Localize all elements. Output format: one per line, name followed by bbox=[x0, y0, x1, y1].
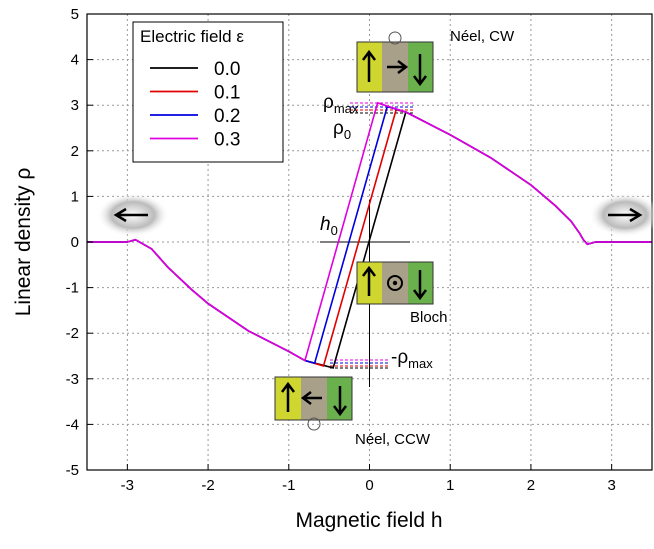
x-tick-label: 3 bbox=[607, 477, 615, 494]
annotation-subscript: max bbox=[408, 356, 433, 371]
lines bbox=[87, 101, 652, 369]
annotation: h0 bbox=[320, 214, 338, 238]
annotation-subscript: 0 bbox=[331, 223, 338, 238]
icon-neel-cw bbox=[356, 31, 434, 93]
y-tick-label: 3 bbox=[71, 97, 79, 114]
y-tick-label: 4 bbox=[71, 52, 79, 69]
annotation: Bloch bbox=[410, 309, 448, 326]
icon-right-domain bbox=[589, 193, 654, 237]
x-tick-label: -2 bbox=[201, 477, 214, 494]
y-tick-label: -5 bbox=[66, 462, 79, 479]
annotation-subscript: 0 bbox=[344, 127, 351, 142]
legend-label: 0.1 bbox=[214, 83, 240, 104]
legend-title: Electric field ε bbox=[140, 27, 244, 46]
annotation-text: Bloch bbox=[410, 309, 448, 326]
annotation-text: h bbox=[320, 214, 331, 235]
series-line bbox=[87, 101, 652, 362]
x-axis-label: Magnetic field h bbox=[295, 509, 442, 532]
annotation: Néel, CW bbox=[450, 28, 515, 45]
y-tick-label: -3 bbox=[66, 371, 79, 388]
legend-label: 0.3 bbox=[214, 130, 240, 151]
x-tick-label: -1 bbox=[282, 477, 295, 494]
legend: Electric field ε 0.0 0.10.2 0.3 bbox=[132, 21, 284, 163]
icon-left-domain bbox=[97, 193, 169, 237]
y-tick-label: -1 bbox=[66, 280, 79, 297]
annotation-subscript: max bbox=[334, 101, 359, 116]
icon-neel-ccw bbox=[274, 376, 353, 431]
x-tick-label: 1 bbox=[446, 477, 454, 494]
annotation-text: Néel, CCW bbox=[355, 431, 431, 448]
y-tick-label: 5 bbox=[71, 6, 79, 23]
x-tick-label: 2 bbox=[527, 477, 535, 494]
legend-label: 0.2 bbox=[214, 106, 240, 127]
annotation: Néel, CCW bbox=[355, 431, 431, 448]
y-tick-label: 2 bbox=[71, 143, 79, 160]
icon-bloch bbox=[356, 261, 434, 305]
y-tick-label: 0 bbox=[71, 234, 79, 251]
annotation-text: ρ bbox=[333, 118, 344, 139]
y-tick-label: 1 bbox=[71, 188, 79, 205]
legend-label: 0.0 bbox=[214, 59, 240, 80]
x-tick-label: -3 bbox=[121, 477, 134, 494]
y-tick-label: -4 bbox=[66, 416, 79, 433]
annotation-text: ρ bbox=[323, 92, 334, 113]
annotation-text: Néel, CW bbox=[450, 28, 515, 45]
annotation: ρmax bbox=[323, 92, 359, 116]
y-tick-label: -2 bbox=[66, 325, 79, 342]
x-tick-label: 0 bbox=[365, 477, 373, 494]
decoration bbox=[320, 102, 414, 387]
annotation-text: -ρ bbox=[391, 347, 408, 368]
annotation: ρ0 bbox=[333, 118, 351, 142]
y-axis-label: Linear density ρ bbox=[12, 168, 35, 317]
annotation: -ρmax bbox=[391, 347, 433, 371]
